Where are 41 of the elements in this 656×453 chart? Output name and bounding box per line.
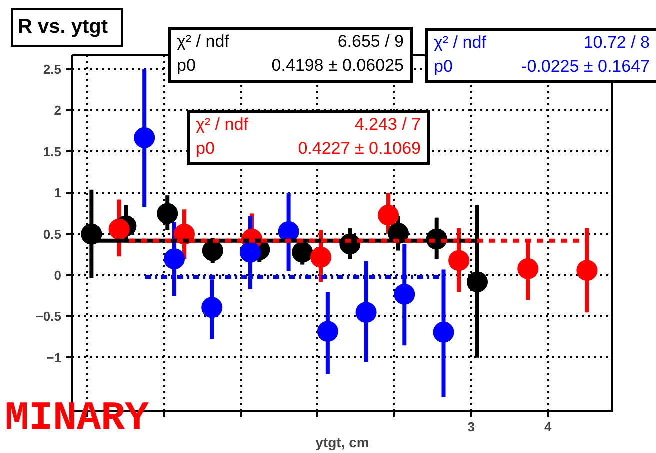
point [292, 242, 314, 263]
y-tick-label: 2 [54, 103, 62, 118]
x-tick-label: 3 [468, 420, 475, 434]
point [518, 258, 539, 280]
annotation: p0 [195, 138, 216, 160]
y-tick-label: 1 [54, 186, 62, 201]
annotation: -0.0225 ± 0.1647 [520, 56, 651, 78]
y-tick-label: 1.5 [43, 144, 62, 160]
x-axis-title: ytgt, cm [316, 434, 370, 450]
point [378, 204, 400, 226]
point [108, 218, 130, 240]
stat-box: χ² / ndf 6.655 / 9 p0 0.4198 ± 0.06025 [168, 27, 413, 83]
annotation: p0 [433, 56, 454, 78]
point [202, 297, 223, 318]
y-tick-label: −0.5 [36, 309, 62, 324]
y-tick-label: 0 [54, 268, 62, 284]
point [356, 302, 377, 324]
y-tick-label: 0.5 [43, 226, 62, 242]
point [164, 248, 186, 270]
point [433, 322, 454, 343]
point [394, 284, 416, 305]
stat-box: R vs. ytgt [11, 8, 123, 47]
point [448, 250, 470, 272]
x-tick-label: 4 [544, 420, 552, 434]
chart-title: R vs. ytgt [17, 15, 110, 39]
annotation: 0.4227 ± 0.1069 [297, 138, 422, 160]
point [240, 242, 261, 263]
annotation: χ² / ndf [195, 114, 250, 136]
annotation: 0.4198 ± 0.06025 [270, 55, 405, 77]
point [310, 246, 332, 268]
stat-box: χ² / ndf 10.72 / 8 p0 -0.0225 ± 0.1647 [425, 28, 656, 83]
point [134, 127, 156, 148]
point [317, 321, 338, 342]
annotation: MINARY [5, 397, 150, 442]
y-tick-label: 2.5 [43, 62, 62, 78]
point [157, 203, 178, 224]
point [576, 260, 598, 282]
point [467, 272, 488, 293]
annotation: 4.243 / 7 [354, 114, 422, 136]
y-tick-label: −1 [46, 350, 62, 366]
annotation: p0 [176, 55, 197, 77]
